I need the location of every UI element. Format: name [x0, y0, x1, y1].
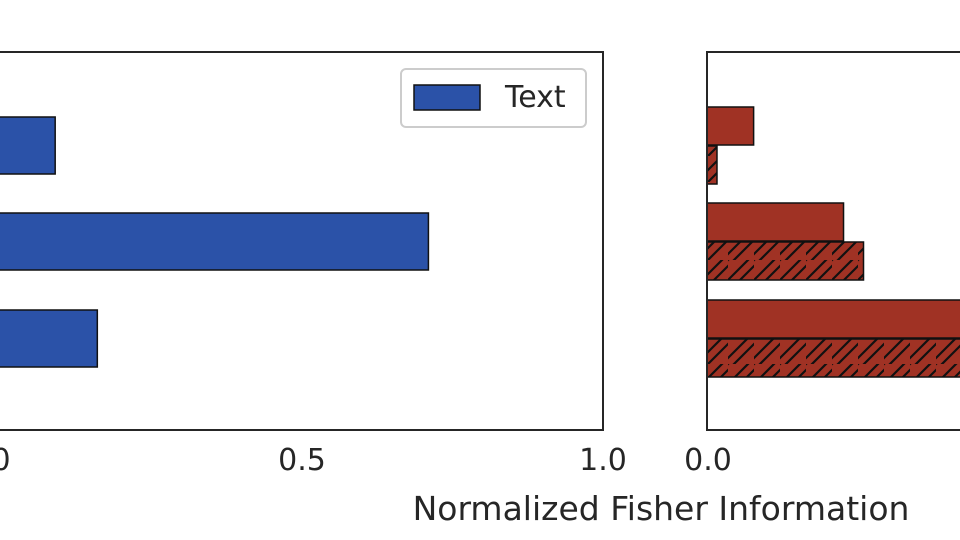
hatched-bar-2	[706, 241, 865, 281]
legend: Text	[400, 68, 587, 128]
bar-text-3	[0, 309, 99, 368]
bar-text-1	[0, 116, 56, 175]
legend-swatch-text	[413, 84, 481, 111]
right-plot: 0.0	[684, 51, 960, 478]
hatched-bar-3	[706, 338, 960, 378]
left-plot: 0 0.5 1.0 Text	[0, 51, 627, 478]
hatched-bar-1	[706, 145, 718, 185]
left-plot-frame	[0, 51, 604, 431]
legend-box	[400, 68, 587, 128]
right-bars	[706, 106, 960, 378]
legend-label-text: Text	[504, 80, 566, 115]
bar-text-2	[0, 212, 430, 271]
right-x-tick-0: 0.0	[684, 443, 732, 478]
left-x-tick-2: 1.0	[579, 443, 627, 478]
right-plot-frame	[706, 51, 960, 431]
left-tick-labels: 0 0.5 1.0	[0, 443, 627, 478]
solid-bar-3	[706, 299, 960, 339]
x-axis-label: Normalized Fisher Information	[413, 489, 910, 528]
left-x-tick-0: 0	[0, 443, 11, 478]
left-bars	[0, 116, 430, 368]
left-x-tick-1: 0.5	[278, 443, 326, 478]
right-tick-labels: 0.0	[684, 443, 732, 478]
solid-bar-2	[706, 202, 845, 242]
solid-bar-1	[706, 106, 755, 146]
